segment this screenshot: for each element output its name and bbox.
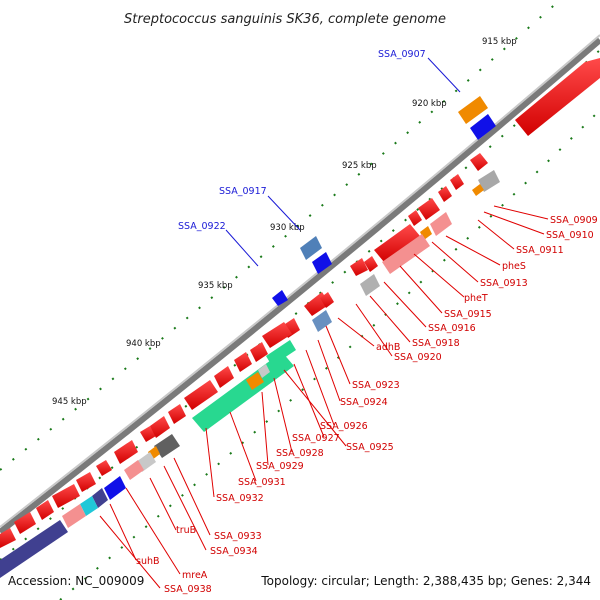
kbp-label: 940 kbp [126, 339, 161, 349]
gene-label: SSA_0915 [444, 309, 492, 320]
inner-guide-ring [59, 109, 600, 600]
gene-label: SSA_0928 [276, 448, 324, 459]
gene-arrow[interactable] [36, 500, 54, 520]
map-title: Streptococcus sanguinis SK36, complete g… [124, 12, 446, 27]
gene-label-blue: SSA_0907 [378, 49, 426, 60]
gene-block-gray[interactable] [360, 274, 380, 296]
gene-block-orange[interactable] [246, 372, 264, 390]
gene-label: SSA_0916 [428, 323, 476, 334]
gene-arrow[interactable] [350, 258, 368, 276]
gene-arrow[interactable] [150, 416, 170, 438]
gene-label: SSA_0933 [214, 531, 262, 542]
kbp-label: 930 kbp [270, 223, 305, 233]
gene-block-orange[interactable] [458, 96, 488, 124]
gene-block-steelblue[interactable] [312, 310, 332, 332]
gene-block-blue[interactable] [104, 476, 126, 500]
gene-block-cyan[interactable] [80, 496, 98, 516]
kbp-label: 915 kbp [482, 37, 517, 47]
gene-label: mreA [182, 570, 208, 581]
gene-arrow[interactable] [438, 186, 452, 202]
genome-backbone [0, 37, 600, 535]
gene-arrow[interactable] [168, 404, 186, 424]
gene-arrow[interactable] [408, 210, 422, 226]
gene-label: SSA_0938 [164, 584, 212, 595]
gene-block-pink[interactable] [430, 212, 452, 236]
forward-genes [0, 58, 600, 548]
red-gene-labels: SSA_0909 SSA_0910 SSA_0911 pheS SSA_0913… [136, 215, 598, 595]
gene-arrow[interactable] [470, 153, 488, 171]
gene-label: SSA_0925 [346, 442, 394, 453]
feature-blocks [0, 96, 500, 578]
gene-block-pink[interactable] [124, 460, 144, 480]
gene-block-gray[interactable] [258, 364, 270, 378]
gene-block-navy[interactable] [0, 520, 68, 578]
gene-arrow[interactable] [374, 224, 420, 262]
gene-block-steelblue[interactable] [300, 236, 322, 260]
gene-block-blue[interactable] [470, 114, 496, 140]
gene-arrow[interactable] [14, 512, 36, 534]
gene-arrow[interactable] [184, 380, 218, 410]
gene-block-orange[interactable] [472, 184, 484, 196]
gene-arrow[interactable] [52, 484, 80, 508]
gene-label: SSA_0931 [238, 477, 286, 488]
gene-arrow[interactable] [250, 342, 268, 362]
gene-label-blue: SSA_0917 [219, 186, 267, 197]
gene-label: SSA_0911 [516, 245, 564, 256]
gene-block-gray[interactable] [478, 170, 500, 192]
gene-label: SSA_0910 [546, 230, 594, 241]
gene-label: pheS [502, 261, 526, 272]
gene-label: SSA_0929 [256, 461, 304, 472]
gene-arrow[interactable] [234, 352, 252, 372]
gene-arrow[interactable] [96, 460, 112, 476]
kbp-label: 935 kbp [198, 281, 233, 291]
gene-arrow[interactable] [76, 472, 96, 492]
gene-block-teal[interactable] [266, 340, 296, 366]
gene-label-blue: SSA_0922 [178, 221, 226, 232]
gene-label: SSA_0920 [394, 352, 442, 363]
kbp-label: 925 kbp [342, 161, 377, 171]
kbp-label: 920 kbp [412, 99, 447, 109]
topology-text: Topology: circular; Length: 2,388,435 bp… [260, 574, 591, 588]
gene-arrow[interactable] [515, 58, 600, 136]
gene-block-blue[interactable] [312, 252, 332, 274]
gene-arrow[interactable] [364, 256, 378, 272]
gene-label: SSA_0926 [320, 421, 368, 432]
gene-block-darkgray[interactable] [154, 434, 180, 458]
gene-block-pink[interactable] [382, 234, 430, 274]
gene-arrow[interactable] [114, 440, 138, 464]
gene-label: truB [176, 525, 196, 536]
gene-label: pheT [464, 293, 488, 304]
gene-arrow[interactable] [320, 292, 334, 308]
gene-label: SSA_0918 [412, 338, 460, 349]
red-callouts [99, 205, 549, 589]
genome-backbone-highlight [0, 34, 600, 528]
gene-label: SSA_0927 [292, 433, 340, 444]
accession-text: Accession: NC_009009 [8, 574, 144, 588]
gene-arrow[interactable] [0, 528, 16, 548]
blue-callouts [225, 57, 461, 267]
gene-label: SSA_0924 [340, 397, 388, 408]
gene-arrow[interactable] [418, 198, 440, 220]
gene-label: adhB [376, 342, 400, 353]
kbp-label: 945 kbp [52, 397, 87, 407]
gene-arrow[interactable] [262, 322, 292, 348]
gene-label: SSA_0923 [352, 380, 400, 391]
gene-label: SSA_0913 [480, 278, 528, 289]
gene-arrow[interactable] [450, 174, 464, 190]
gene-label: SSA_0934 [210, 546, 258, 557]
gene-block-blue[interactable] [272, 290, 288, 306]
kbp-scale: 915 kbp 920 kbp 925 kbp 930 kbp 935 kbp … [52, 37, 517, 407]
gene-label: SSA_0932 [216, 493, 264, 504]
gene-label: SSA_0909 [550, 215, 598, 226]
gene-arrow[interactable] [214, 366, 234, 388]
gene-block-pink[interactable] [62, 504, 86, 528]
gene-label: suhB [136, 556, 160, 567]
gene-block-navy[interactable] [92, 488, 108, 508]
